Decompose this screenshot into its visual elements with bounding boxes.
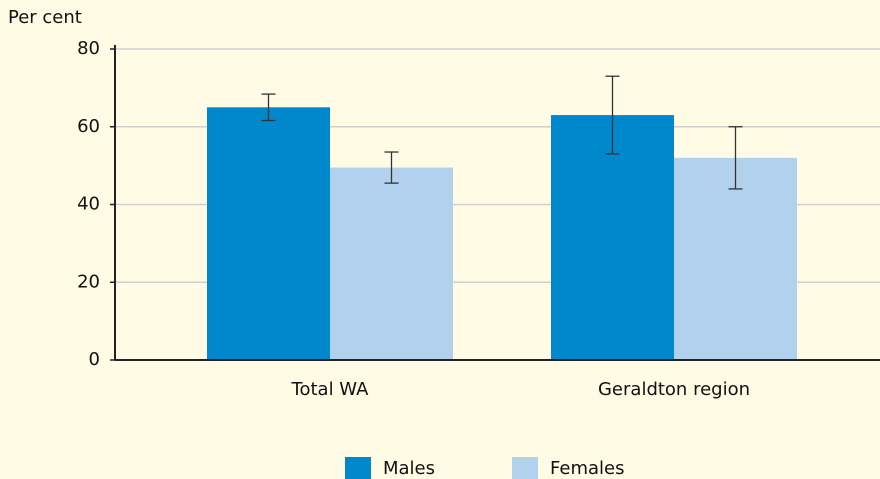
legend-label: Males (383, 458, 435, 479)
error-bar (384, 151, 399, 184)
legend-swatch (512, 457, 538, 479)
error-bar (261, 93, 276, 122)
y-tick-label: 40 (77, 194, 100, 215)
bar (330, 167, 453, 360)
y-axis-label: Per cent (8, 7, 82, 28)
legend-label: Females (550, 458, 624, 479)
x-tick-label: Total WA (291, 379, 370, 400)
error-bar (728, 126, 743, 190)
bar (551, 115, 674, 361)
legend-swatch (345, 457, 371, 479)
y-tick-label: 0 (89, 349, 100, 370)
y-tick-label: 60 (77, 116, 100, 137)
x-tick-label: Geraldton region (598, 379, 750, 400)
bar (207, 107, 330, 360)
error-bar (605, 75, 620, 155)
y-tick-label: 20 (77, 271, 100, 292)
bar (674, 157, 797, 360)
y-tick-label: 80 (77, 38, 100, 59)
